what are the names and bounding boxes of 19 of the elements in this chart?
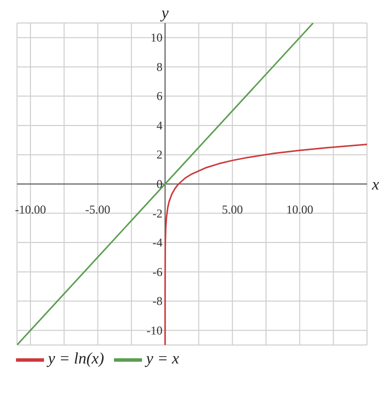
y-tick-label: 2 (156, 148, 162, 162)
legend-label: y = x (146, 350, 180, 368)
y-tick-label: -2 (152, 206, 162, 220)
y-tick-label: -8 (152, 294, 162, 308)
legend-label: y = ln(x) (48, 350, 104, 368)
y-tick-label: -4 (152, 236, 162, 250)
x-axis-title: x (371, 176, 380, 194)
x-tick-label: -5.00 (85, 202, 110, 216)
y-tick-label: 6 (156, 89, 162, 104)
x-tick-label: -10.00 (14, 202, 46, 216)
y-tick-label: -10 (146, 323, 162, 338)
y-tick-label: -6 (152, 264, 162, 279)
y-tick-label: 10 (150, 30, 162, 45)
line-series (164, 144, 367, 345)
y-tick-label: 4 (156, 118, 162, 132)
y-tick-label: 8 (156, 60, 162, 74)
x-tick-label: 5.00 (222, 202, 243, 216)
y-axis-title: y (160, 5, 170, 22)
x-tick-label: 10.00 (286, 202, 314, 216)
